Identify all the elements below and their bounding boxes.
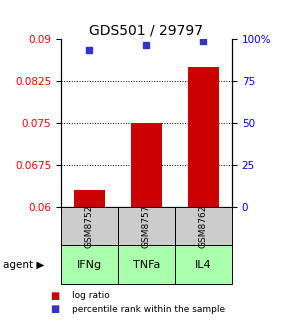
Text: IL4: IL4 <box>195 260 212 269</box>
Text: GSM8752: GSM8752 <box>85 204 94 248</box>
Title: GDS501 / 29797: GDS501 / 29797 <box>89 24 204 38</box>
Bar <box>131 123 162 207</box>
Bar <box>74 190 105 207</box>
Text: percentile rank within the sample: percentile rank within the sample <box>72 305 226 313</box>
Text: ■: ■ <box>50 291 60 301</box>
Text: ■: ■ <box>50 304 60 314</box>
Text: GSM8762: GSM8762 <box>199 204 208 248</box>
Text: IFNg: IFNg <box>77 260 102 269</box>
Bar <box>188 67 219 207</box>
Text: TNFa: TNFa <box>133 260 160 269</box>
Text: log ratio: log ratio <box>72 291 110 300</box>
Text: agent ▶: agent ▶ <box>3 260 44 269</box>
Text: GSM8757: GSM8757 <box>142 204 151 248</box>
